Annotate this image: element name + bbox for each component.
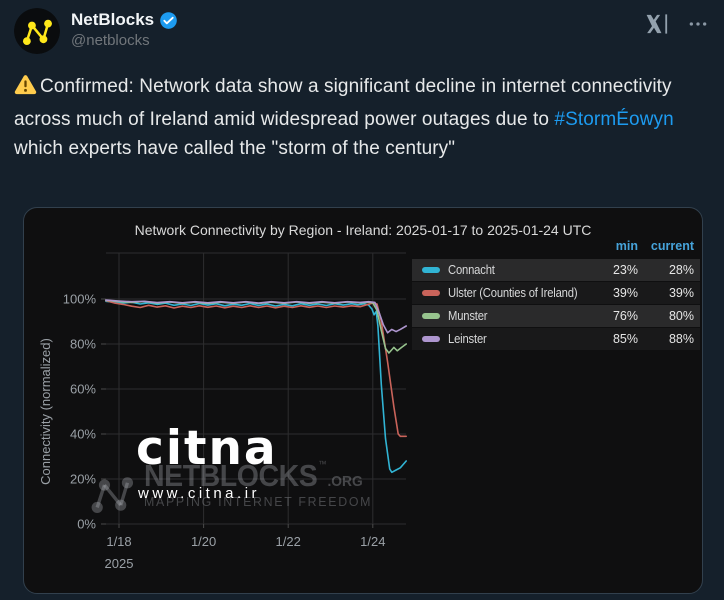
- x-logo-icon[interactable]: [644, 13, 671, 35]
- series-min-value: 76%: [612, 309, 638, 323]
- header-actions: [644, 13, 708, 35]
- series-line-munster: [105, 299, 408, 354]
- series-current-value: 88%: [668, 332, 694, 346]
- series-min-value: 23%: [612, 263, 638, 277]
- warning-icon: [14, 74, 37, 105]
- netblocks-watermark-suffix: .ORG: [327, 473, 363, 490]
- svg-text:1/24: 1/24: [360, 534, 385, 549]
- author-name-row[interactable]: NetBlocks: [71, 10, 178, 30]
- series-label: Ulster (Counties of Ireland): [448, 286, 578, 300]
- svg-text:40%: 40%: [70, 427, 96, 442]
- series-line-leinster: [105, 299, 408, 334]
- netblocks-watermark-tm: ™: [318, 459, 327, 469]
- legend-rows: Connacht 23% 28% Ulster (Counties of Irelan…: [412, 259, 700, 350]
- connectivity-line-chart: 0% 20% 40% 60% 80% 100% 1/18 2025 1/20 1/22 1/24 Co…: [38, 252, 408, 571]
- netblocks-watermark-icon: [91, 477, 134, 514]
- svg-text:2025: 2025: [105, 556, 134, 571]
- author-name: NetBlocks: [71, 10, 155, 29]
- tweet-text-part2: which experts have called the "storm of …: [14, 138, 456, 159]
- legend-row: Connacht 23% 28%: [412, 259, 700, 281]
- more-icon[interactable]: [688, 14, 708, 34]
- citna-watermark-url: www.citna.ir: [138, 485, 261, 502]
- svg-text:80%: 80%: [70, 337, 96, 352]
- chart-media-card[interactable]: Network Connectivity by Region - Ireland…: [23, 207, 703, 594]
- series-label: Munster: [448, 309, 488, 323]
- svg-text:1/20: 1/20: [191, 534, 216, 549]
- avatar[interactable]: [14, 8, 60, 54]
- series-current-value: 28%: [668, 263, 694, 277]
- series-color-swatch: [422, 267, 440, 273]
- svg-text:100%: 100%: [63, 292, 97, 307]
- legend-header-current: current: [650, 239, 694, 253]
- series-color-swatch: [422, 336, 440, 342]
- series-line-connacht: [105, 300, 408, 474]
- svg-text:60%: 60%: [70, 382, 96, 397]
- svg-text:Connectivity (normalized): Connectivity (normalized): [38, 338, 53, 485]
- series-current-value: 39%: [668, 286, 694, 300]
- netblocks-watermark-name: NETBLOCKS: [144, 458, 318, 493]
- svg-text:20%: 20%: [70, 472, 96, 487]
- legend-header: min current: [412, 239, 700, 253]
- netblocks-logo-icon: [14, 8, 60, 54]
- chart-legend: min current Connacht 23% 28% Ulster (Counti…: [412, 239, 700, 351]
- legend-row: Ulster (Counties of Ireland) 39% 39%: [412, 282, 700, 304]
- tweet-text-part1: Confirmed: Network data show a significa…: [14, 76, 672, 130]
- legend-row: Munster 76% 80%: [412, 305, 700, 327]
- tweet-header: NetBlocks @netblocks: [14, 8, 178, 54]
- verified-badge-icon: [160, 11, 177, 29]
- series-line-ulster-counties-of-ireland: [105, 299, 408, 438]
- hashtag-link[interactable]: #StormÉowyn: [554, 108, 674, 130]
- legend-row: Leinster 85% 88%: [412, 328, 700, 350]
- netblocks-watermark: NETBLOCKS ™ .ORG MAPPING INTERNET FREEDO…: [86, 460, 384, 522]
- series-color-swatch: [422, 313, 440, 319]
- legend-header-min: min: [615, 239, 638, 253]
- svg-text:0%: 0%: [77, 517, 96, 532]
- svg-text:1/18: 1/18: [106, 534, 131, 549]
- author-handle: @netblocks: [71, 32, 150, 49]
- series-min-value: 85%: [612, 332, 638, 346]
- series-label: Connacht: [448, 263, 495, 277]
- netblocks-watermark-tagline: MAPPING INTERNET FREEDOM: [144, 494, 373, 509]
- series-color-swatch: [422, 290, 440, 296]
- svg-text:1/22: 1/22: [276, 534, 301, 549]
- series-current-value: 80%: [668, 309, 694, 323]
- series-label: Leinster: [448, 332, 487, 346]
- citna-watermark-logo: citna: [136, 421, 278, 476]
- series-min-value: 39%: [612, 286, 638, 300]
- chart-title: Network Connectivity by Region - Ireland…: [134, 222, 592, 238]
- tweet-text: Confirmed: Network data show a significa…: [14, 72, 714, 164]
